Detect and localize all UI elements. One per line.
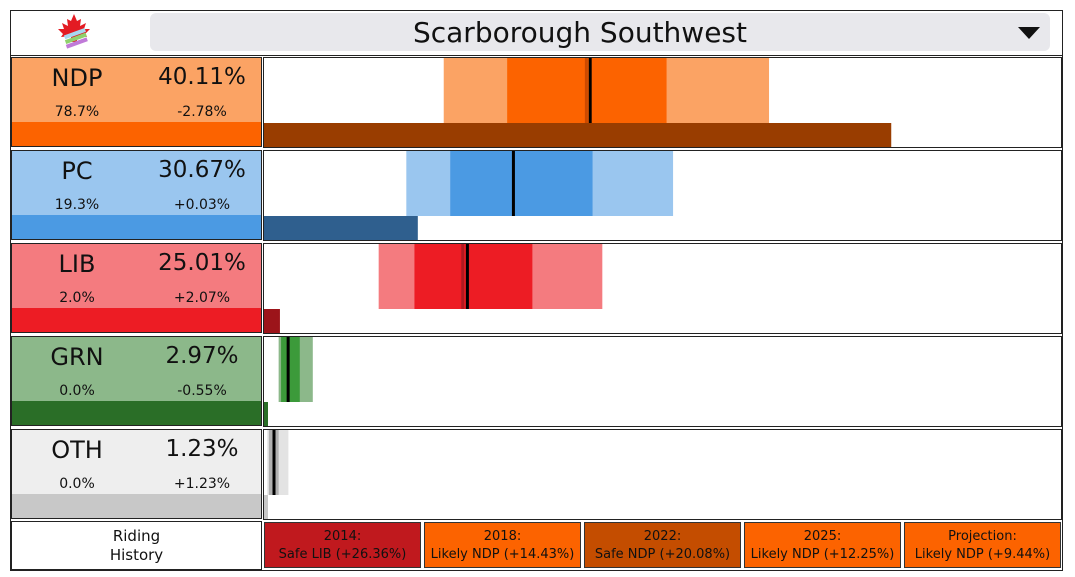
party-color-bar: [12, 122, 261, 146]
party-color-bar: [12, 308, 261, 332]
party-name: NDP: [51, 64, 103, 92]
party-card-lib: LIB 25.01% 2.0% +2.07%: [11, 243, 262, 333]
plot-row-oth: [263, 429, 1062, 520]
riding-history-line2: History: [109, 546, 164, 564]
party-color-bar: [12, 494, 261, 518]
share-change: +1.23%: [173, 476, 231, 492]
history-cell-2014: 2014: Safe LIB (+26.36%): [264, 522, 421, 568]
header: [10, 10, 1063, 56]
vote-share: 2.97%: [165, 343, 239, 369]
share-change: +2.07%: [173, 290, 231, 306]
plot-row-pc: [263, 150, 1062, 241]
share-change: +0.03%: [173, 197, 231, 213]
history-year: 2018:: [483, 529, 522, 544]
win-probability: 0.0%: [59, 383, 95, 399]
history-cell-2025: 2025: Likely NDP (+12.25%): [744, 522, 901, 568]
party-card-oth: OTH 1.23% 0.0% +1.23%: [11, 429, 262, 519]
party-name: OTH: [51, 436, 103, 464]
plot-row-lib: [263, 243, 1062, 334]
history-year: 2022:: [643, 529, 682, 544]
riding-name: Scarborough Southwest: [412, 16, 747, 49]
history-result: Likely NDP (+14.43%): [430, 547, 575, 562]
vote-share: 30.67%: [158, 157, 246, 183]
party-color-bar: [12, 215, 261, 239]
plot-row-grn: [263, 336, 1062, 427]
history-year: 2025:: [803, 529, 842, 544]
vote-share: 1.23%: [165, 436, 239, 462]
win-probability: 78.7%: [54, 104, 100, 120]
party-name: GRN: [50, 343, 104, 371]
party-card-ndp: NDP 40.11% 78.7% -2.78%: [11, 57, 262, 147]
riding-selector[interactable]: Scarborough Southwest: [150, 13, 1050, 51]
riding-history-line1: Riding: [112, 527, 161, 545]
win-probability: 19.3%: [54, 197, 100, 213]
vote-share: 25.01%: [158, 250, 246, 276]
party-name: PC: [61, 157, 93, 185]
chevron-down-icon[interactable]: [1018, 27, 1040, 39]
history-result: Safe LIB (+26.36%): [278, 547, 407, 562]
party-card-grn: GRN 2.97% 0.0% -0.55%: [11, 336, 262, 426]
riding-history-label: Riding History: [11, 521, 262, 570]
win-probability: 0.0%: [59, 476, 95, 492]
party-name: LIB: [58, 250, 96, 278]
history-result: Likely NDP (+12.25%): [750, 547, 895, 562]
history-cell-2018: 2018: Likely NDP (+14.43%): [424, 522, 581, 568]
history-year: 2014:: [323, 529, 362, 544]
history-cell-2022: 2022: Safe NDP (+20.08%): [584, 522, 741, 568]
history-result: Safe NDP (+20.08%): [594, 547, 731, 562]
maple-leaf-logo-icon: [58, 14, 90, 49]
share-change: -0.55%: [177, 383, 227, 399]
win-probability: 2.0%: [59, 290, 95, 306]
party-color-bar: [12, 401, 261, 425]
share-change: -2.78%: [177, 104, 227, 120]
history-result: Likely NDP (+9.44%): [914, 547, 1051, 562]
plot-row-ndp: [263, 57, 1062, 148]
history-year: Projection:: [948, 529, 1017, 544]
history-cell-projection: Projection: Likely NDP (+9.44%): [904, 522, 1061, 568]
dashboard-frame: [10, 10, 1063, 571]
party-card-pc: PC 30.67% 19.3% +0.03%: [11, 150, 262, 240]
vote-share: 40.11%: [158, 64, 246, 90]
